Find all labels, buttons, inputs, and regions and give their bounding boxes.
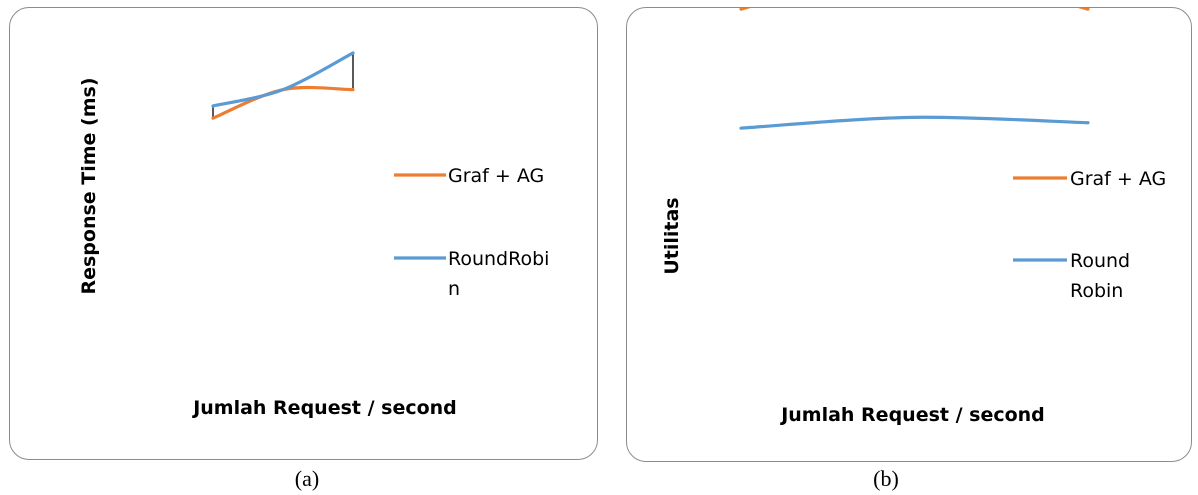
caption-a: (a): [294, 466, 320, 491]
chart-b-ylabel: Utilitas: [661, 197, 683, 274]
chart-a-series-line-1: [211, 51, 355, 108]
chart-a-xlabel: Jumlah Request / second: [191, 397, 457, 419]
chart-a-legend-label-1-0: RoundRobi: [448, 248, 549, 270]
chart-b-series-line-0: [739, 8, 1090, 11]
caption-b: (b): [873, 466, 899, 491]
chart-b-legend-label-1-0: Round: [1070, 250, 1130, 272]
chart-a-legend-label-1-1: n: [448, 278, 460, 300]
chart-panel-a: Response Time (ms) Jumlah Request / secon…: [9, 7, 598, 460]
chart-a-legend-label-0-0: Graf + AG: [448, 165, 544, 187]
chart-a-ylabel: Response Time (ms): [78, 77, 100, 294]
chart-b-plot: Utilitas Jumlah Request / second Graf + AG…: [661, 8, 1166, 426]
chart-b-legend-label-1-1: Robin: [1070, 280, 1123, 302]
chart-b-xlabel: Jumlah Request / second: [779, 404, 1045, 426]
chart-b-legend-label-0-0: Graf + AG: [1070, 168, 1166, 190]
chart-a-plot: Response Time (ms) Jumlah Request / secon…: [78, 51, 549, 419]
chart-b-series-line-1: [739, 115, 1090, 130]
chart-panel-b: Utilitas Jumlah Request / second Graf + AG…: [626, 7, 1192, 462]
